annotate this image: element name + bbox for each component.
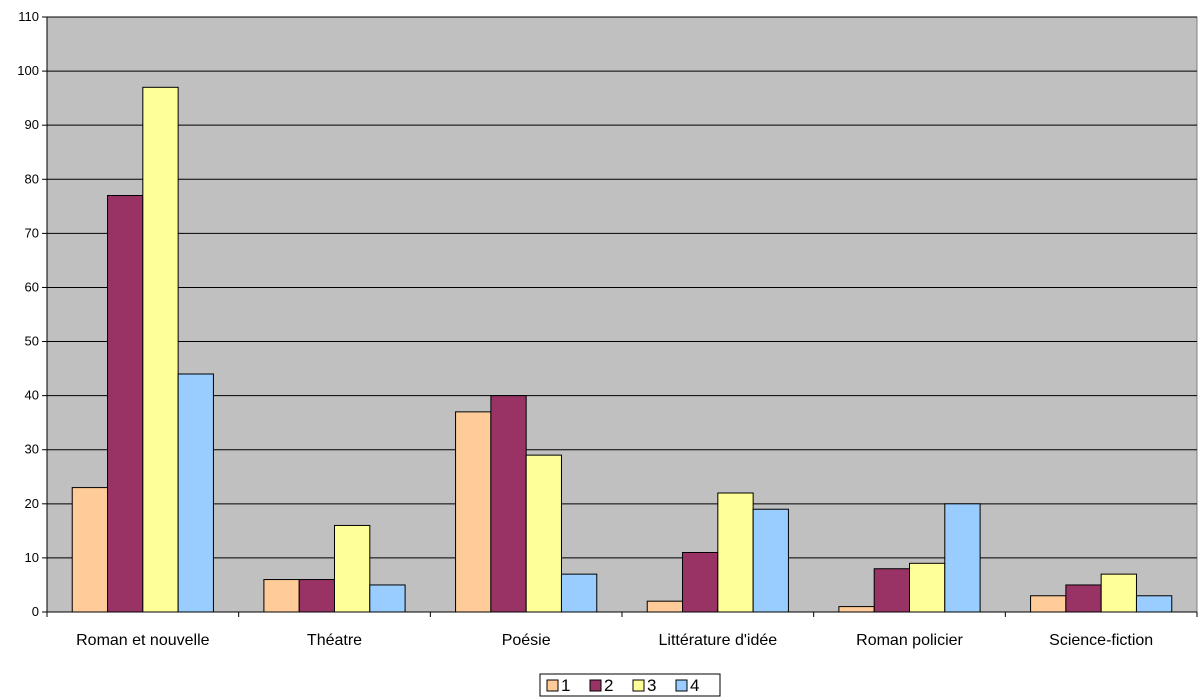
legend-label-1: 1 [561, 676, 570, 695]
bar-series-4 [369, 584, 406, 613]
legend-swatch-1 [546, 679, 559, 692]
y-tick-label: 90 [25, 117, 39, 132]
axes [42, 17, 1197, 613]
bar-series-4 [177, 373, 214, 613]
legend: 1 2 3 4 [539, 673, 721, 697]
legend-label-4: 4 [690, 676, 699, 695]
legend-swatch-2 [589, 679, 602, 692]
bar-series-1 [646, 600, 684, 613]
bar-series-1 [838, 606, 875, 613]
bar-series-2 [107, 195, 144, 613]
bar-series-4 [560, 573, 598, 613]
bar-series-2 [490, 395, 527, 613]
y-tick-label: 50 [25, 334, 39, 349]
y-axis-ticks: 0 10 20 30 40 50 60 70 80 90 100 110 [17, 9, 47, 619]
bar-series-1 [263, 579, 300, 613]
bar-series-1 [71, 487, 109, 613]
bar-series-2 [298, 579, 336, 613]
x-category-label: Roman policier [856, 632, 963, 649]
y-tick-label: 100 [17, 63, 39, 78]
x-axis-categories: Roman et nouvelle Théatre Poésie Littératur… [46, 612, 1198, 649]
bar-series-4 [1135, 595, 1173, 613]
legend-label-2: 2 [604, 676, 613, 695]
gridlines [47, 16, 1197, 559]
bar-series-3 [334, 524, 371, 613]
bar-series-4 [752, 508, 789, 613]
x-category-label: Poésie [502, 632, 551, 649]
legend-swatch-3 [632, 679, 645, 692]
bar-series-3 [142, 86, 179, 613]
bar-series-1 [455, 411, 492, 613]
y-tick-label: 110 [18, 9, 39, 24]
bar-series-3 [525, 454, 562, 613]
bar-series-1 [1030, 595, 1067, 613]
y-tick-label: 30 [25, 442, 39, 457]
legend-box [539, 673, 721, 697]
x-category-label: Roman et nouvelle [76, 632, 210, 649]
bar-series-3 [1100, 573, 1137, 613]
y-tick-label: 40 [25, 388, 39, 403]
legend-label-3: 3 [647, 676, 656, 695]
y-tick-label: 70 [25, 225, 39, 240]
x-category-label: Science-fiction [1049, 632, 1153, 649]
x-category-label: Théatre [307, 632, 362, 649]
y-tick-label: 80 [25, 171, 39, 186]
bars [71, 86, 1173, 613]
y-tick-label: 0 [32, 604, 39, 619]
bar-series-2 [682, 552, 719, 613]
plot-area [46, 16, 1198, 613]
y-tick-label: 10 [25, 550, 39, 565]
y-tick-label: 60 [25, 279, 39, 294]
bar-series-2 [873, 568, 911, 613]
bar-series-2 [1065, 584, 1102, 613]
bar-series-3 [717, 492, 754, 613]
bar-series-3 [909, 562, 946, 613]
y-tick-label: 20 [25, 496, 39, 511]
bar-series-4 [944, 503, 981, 613]
legend-swatch-4 [675, 679, 688, 692]
x-category-label: Littérature d'idée [658, 632, 777, 649]
